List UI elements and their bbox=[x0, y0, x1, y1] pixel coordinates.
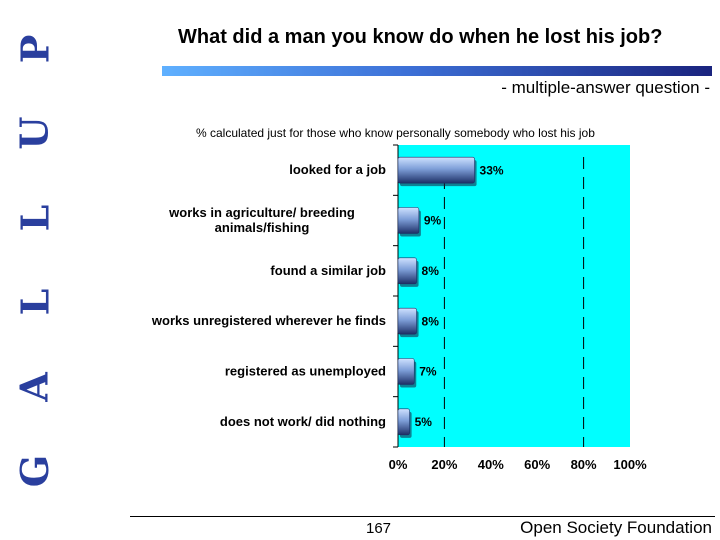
chart-note: % calculated just for those who know per… bbox=[196, 126, 595, 140]
bar bbox=[397, 358, 415, 385]
organization-name: Open Society Foundation bbox=[520, 518, 712, 537]
x-tick-label: 0% bbox=[389, 457, 408, 472]
bar-value-label: 9% bbox=[424, 214, 442, 228]
bar-value-label: 5% bbox=[415, 415, 433, 429]
slide-subtitle: - multiple-answer question - bbox=[501, 78, 710, 97]
x-tick-label: 60% bbox=[524, 457, 550, 472]
plot-area bbox=[398, 145, 630, 447]
category-label: looked for a job bbox=[289, 162, 386, 177]
footer-divider bbox=[130, 516, 715, 517]
bar-value-label: 8% bbox=[422, 264, 440, 278]
category-label: found a similar job bbox=[270, 263, 386, 278]
x-tick-label: 20% bbox=[431, 457, 457, 472]
bar bbox=[397, 207, 420, 234]
category-label: works unregistered wherever he finds bbox=[151, 313, 386, 328]
category-label: does not work/ did nothing bbox=[220, 414, 386, 429]
bar bbox=[397, 156, 475, 184]
bar-value-label: 8% bbox=[422, 314, 440, 328]
category-label: works in agriculture/ breeding animals/fi… bbox=[168, 205, 355, 235]
bar bbox=[397, 307, 417, 335]
title-underline-bar bbox=[162, 66, 712, 76]
bar bbox=[397, 408, 410, 436]
x-tick-label: 40% bbox=[478, 457, 504, 472]
bar-value-label: 33% bbox=[480, 163, 504, 177]
bar-value-label: 7% bbox=[419, 365, 437, 379]
x-tick-label: 100% bbox=[613, 457, 647, 472]
category-label: registered as unemployed bbox=[225, 364, 386, 379]
slide-title: What did a man you know do when he lost … bbox=[178, 26, 663, 48]
x-tick-label: 80% bbox=[571, 457, 597, 472]
page-number: 167 bbox=[366, 520, 392, 537]
bar bbox=[397, 257, 417, 285]
